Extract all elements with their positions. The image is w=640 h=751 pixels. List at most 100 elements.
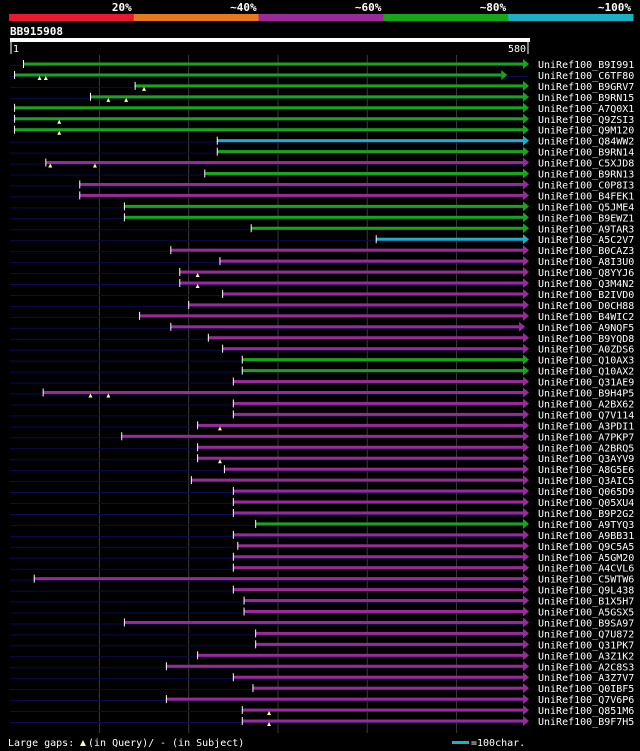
hit-row[interactable]: UniRef100_B9I991: [10, 59, 634, 71]
hit-bar[interactable]: [179, 270, 523, 274]
hit-row[interactable]: UniRef100_Q10AX2: [10, 365, 634, 378]
hit-bar[interactable]: [124, 215, 523, 219]
hit-label[interactable]: UniRef100_B9RN15: [538, 93, 634, 104]
hit-row[interactable]: UniRef100_A7Q0X1: [10, 102, 634, 115]
hit-label[interactable]: UniRef100_B2IVD0: [538, 290, 634, 301]
hit-bar[interactable]: [14, 117, 523, 121]
hit-bar[interactable]: [191, 478, 523, 482]
hit-row[interactable]: UniRef100_D0CH88: [10, 299, 634, 312]
hit-row[interactable]: UniRef100_Q0IBF5: [10, 683, 634, 695]
hit-row[interactable]: UniRef100_Q7V6P6: [10, 694, 634, 706]
hit-label[interactable]: UniRef100_Q9L438: [538, 586, 634, 597]
hit-bar[interactable]: [233, 401, 523, 405]
hit-bar[interactable]: [197, 653, 523, 657]
hit-label[interactable]: UniRef100_A3Z7V7: [538, 673, 634, 684]
hit-bar[interactable]: [197, 456, 523, 460]
hit-row[interactable]: UniRef100_A2BX62: [10, 398, 634, 410]
hit-label[interactable]: UniRef100_B9F7H5: [538, 717, 634, 728]
hit-label[interactable]: UniRef100_A5GSX5: [538, 608, 634, 619]
hit-bar[interactable]: [135, 84, 523, 88]
hit-row[interactable]: UniRef100_Q5JME4: [10, 201, 634, 213]
hit-label[interactable]: UniRef100_B9P2G2: [538, 509, 634, 520]
hit-bar[interactable]: [233, 588, 523, 592]
hit-label[interactable]: UniRef100_Q8YYJ6: [538, 268, 634, 279]
hit-label[interactable]: UniRef100_Q10AX3: [538, 356, 634, 367]
hit-row[interactable]: UniRef100_Q3AIC5: [10, 475, 634, 487]
hit-bar[interactable]: [233, 412, 523, 416]
hit-label[interactable]: UniRef100_B9H4P5: [538, 389, 634, 400]
hit-label[interactable]: UniRef100_B9RN13: [538, 170, 634, 181]
hit-bar[interactable]: [233, 511, 523, 515]
hit-bar[interactable]: [233, 566, 523, 570]
hit-label[interactable]: UniRef100_A0ZDS6: [538, 345, 634, 356]
hit-row[interactable]: UniRef100_B2IVD0: [10, 288, 634, 301]
hit-row[interactable]: UniRef100_A5C2V7: [10, 234, 634, 246]
hit-label[interactable]: UniRef100_B9I991: [538, 60, 634, 71]
hit-bar[interactable]: [124, 204, 523, 208]
hit-row[interactable]: UniRef100_C0P8I3: [10, 179, 634, 191]
hit-bar[interactable]: [166, 697, 524, 701]
hit-row[interactable]: UniRef100_B0CAZ3: [10, 245, 634, 257]
hit-row[interactable]: UniRef100_C6TF80: [10, 69, 634, 82]
hit-label[interactable]: UniRef100_Q9ZSI3: [538, 115, 634, 126]
hit-label[interactable]: UniRef100_Q7V114: [538, 410, 634, 421]
hit-label[interactable]: UniRef100_Q5JME4: [538, 202, 634, 213]
hit-bar[interactable]: [217, 150, 523, 154]
hit-row[interactable]: UniRef100_A0ZDS6: [10, 343, 634, 356]
hit-label[interactable]: UniRef100_A9NQF5: [538, 323, 634, 334]
hit-label[interactable]: UniRef100_C5WTW6: [538, 575, 634, 586]
hit-bar[interactable]: [244, 599, 523, 603]
hit-bar[interactable]: [124, 620, 523, 624]
hit-label[interactable]: UniRef100_Q065D9: [538, 487, 634, 498]
hit-bar[interactable]: [208, 336, 523, 340]
hit-bar[interactable]: [242, 358, 523, 362]
hit-row[interactable]: UniRef100_A3PDI1: [10, 420, 634, 432]
hit-label[interactable]: UniRef100_A5C2V7: [538, 235, 634, 246]
hit-bar[interactable]: [244, 610, 523, 613]
hit-label[interactable]: UniRef100_D0CH88: [538, 301, 634, 312]
hit-label[interactable]: UniRef100_A3PDI1: [538, 421, 634, 432]
hit-row[interactable]: UniRef100_B1X5H7: [10, 595, 634, 608]
hit-bar[interactable]: [224, 467, 523, 471]
hit-label[interactable]: UniRef100_Q9C5A5: [538, 542, 634, 553]
hit-bar[interactable]: [34, 577, 524, 581]
hit-bar[interactable]: [14, 73, 502, 77]
hit-row[interactable]: UniRef100_Q851M6: [10, 705, 634, 717]
hit-row[interactable]: UniRef100_Q10AX3: [10, 354, 634, 367]
hit-row[interactable]: UniRef100_A5GSX5: [10, 606, 634, 619]
hit-bar[interactable]: [179, 281, 523, 285]
hit-bar[interactable]: [219, 259, 524, 263]
hit-row[interactable]: UniRef100_Q3AYV9: [10, 453, 634, 465]
hit-label[interactable]: UniRef100_Q31AE9: [538, 378, 634, 389]
hit-label[interactable]: UniRef100_Q0IBF5: [538, 684, 634, 695]
hit-row[interactable]: UniRef100_B9RN15: [10, 91, 634, 104]
hit-row[interactable]: UniRef100_Q9M120: [10, 124, 634, 137]
hit-label[interactable]: UniRef100_Q10AX2: [538, 367, 634, 378]
hit-label[interactable]: UniRef100_A9TAR3: [538, 224, 634, 235]
hit-bar[interactable]: [251, 226, 523, 230]
hit-label[interactable]: UniRef100_B9EWZ1: [538, 213, 634, 224]
hit-bar[interactable]: [43, 391, 523, 394]
hit-bar[interactable]: [217, 139, 523, 143]
hit-bar[interactable]: [237, 544, 523, 548]
hit-row[interactable]: UniRef100_Q8YYJ6: [10, 267, 634, 279]
hit-label[interactable]: UniRef100_C0P8I3: [538, 180, 634, 191]
hit-bar[interactable]: [233, 675, 523, 679]
hit-row[interactable]: UniRef100_Q3M4N2: [10, 278, 634, 290]
hit-row[interactable]: UniRef100_Q9ZSI3: [10, 113, 634, 126]
hit-bar[interactable]: [170, 248, 524, 252]
hit-label[interactable]: UniRef100_C6TF80: [538, 71, 634, 82]
hit-row[interactable]: UniRef100_B9YQD8: [10, 332, 634, 345]
hit-row[interactable]: UniRef100_Q05XU4: [10, 497, 634, 509]
hit-row[interactable]: UniRef100_A8I3U0: [10, 256, 634, 268]
hit-row[interactable]: UniRef100_A2BRQ5: [10, 442, 634, 454]
hit-row[interactable]: UniRef100_Q9L438: [10, 584, 634, 597]
hit-bar[interactable]: [255, 642, 523, 646]
hit-bar[interactable]: [166, 664, 524, 668]
hit-row[interactable]: UniRef100_A8G5E6: [10, 464, 634, 476]
hit-label[interactable]: UniRef100_B0CAZ3: [538, 246, 634, 257]
hit-bar[interactable]: [45, 161, 524, 165]
hit-row[interactable]: UniRef100_Q31AE9: [10, 376, 634, 389]
hit-row[interactable]: UniRef100_B9EWZ1: [10, 212, 634, 224]
hit-label[interactable]: UniRef100_Q3AIC5: [538, 476, 634, 487]
